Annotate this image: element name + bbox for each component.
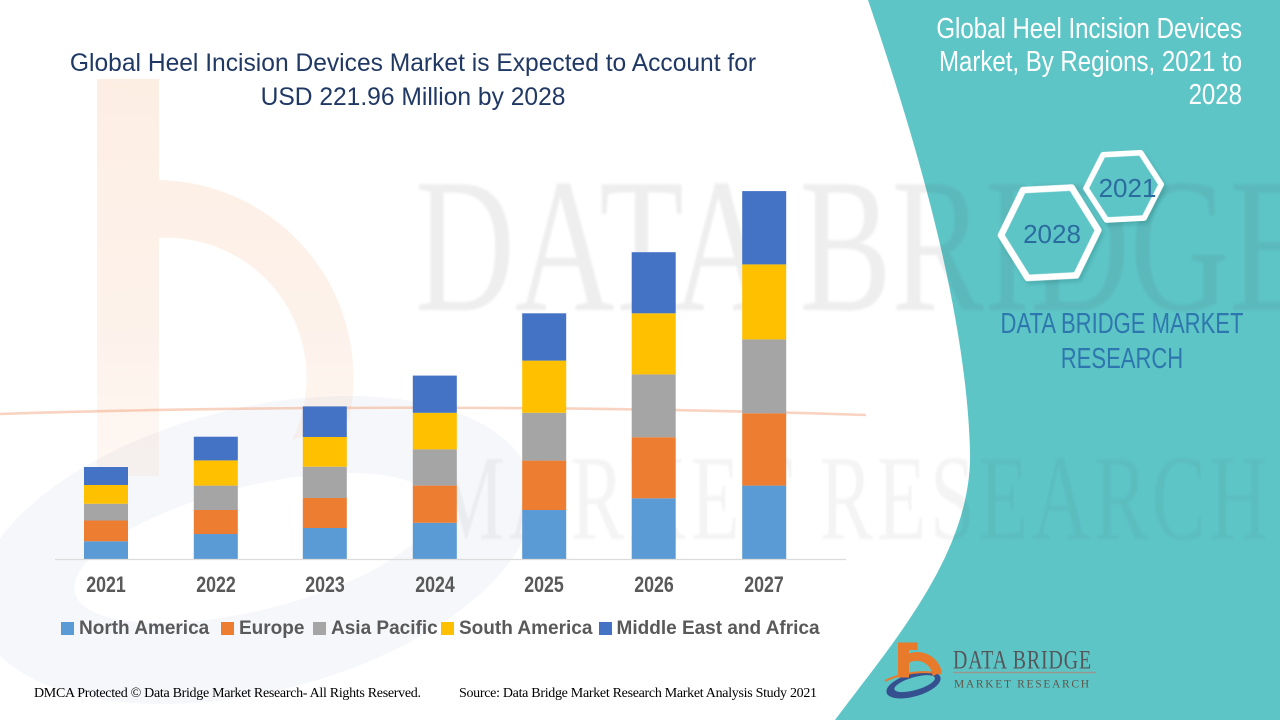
svg-text:DATA BRIDGE: DATA BRIDGE — [953, 646, 1092, 675]
svg-text:MARKET RESEARCH: MARKET RESEARCH — [954, 679, 1091, 691]
